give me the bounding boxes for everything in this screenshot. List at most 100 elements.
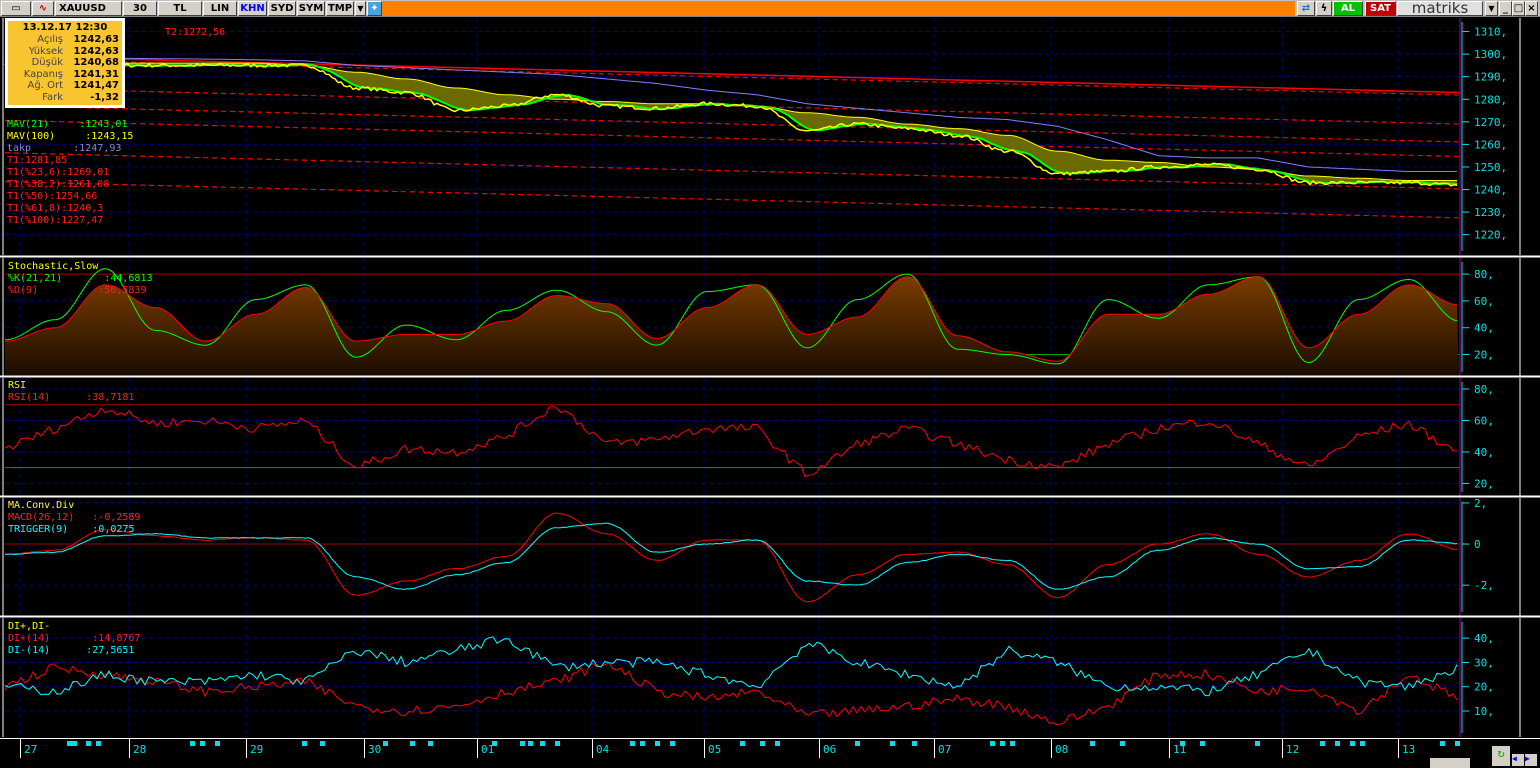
info-label: Kapanış xyxy=(23,68,63,80)
day-tick xyxy=(1398,739,1399,758)
scroll-right-icon[interactable]: ▶ xyxy=(1525,754,1537,766)
axis-tick-label: 1260, xyxy=(1474,138,1507,151)
t1-100-label: T1(%100):1227,47 xyxy=(7,215,104,226)
day-tick xyxy=(1051,739,1052,758)
stoch-title: Stochastic,Slow xyxy=(8,261,99,272)
ohlc-info-box: 13.12.17 12:30 Açılış 1242,63 Yüksek 1242,63… xyxy=(5,18,125,108)
session-marker xyxy=(1350,741,1355,746)
day-tick xyxy=(934,739,935,758)
mav100-label: MAV(100) :1243,15 xyxy=(7,131,134,142)
horizontal-scrollbar[interactable] xyxy=(1430,758,1470,768)
session-marker xyxy=(96,741,101,746)
tmp-button[interactable]: TMP xyxy=(326,1,354,16)
rsi-title: RSI xyxy=(8,380,27,391)
session-marker xyxy=(190,741,195,746)
sym-button[interactable]: SYM xyxy=(297,1,325,16)
session-marker xyxy=(1120,741,1125,746)
axis-tick-label: 20, xyxy=(1474,349,1494,362)
symbol-field[interactable]: XAUUSD xyxy=(55,1,122,16)
day-label: 01 xyxy=(481,743,495,756)
stoch-area-fill xyxy=(5,276,1459,376)
axis-tick-label: 2, xyxy=(1474,497,1487,510)
scale-button[interactable]: LIN xyxy=(203,1,237,16)
info-label: Fark xyxy=(42,91,63,103)
takp-line xyxy=(5,57,1457,172)
info-value: 1242,63 xyxy=(73,34,119,45)
axis-tick-label: 80, xyxy=(1474,268,1494,281)
di-title: DI+,DI- xyxy=(8,621,51,632)
info-value: 1240,68 xyxy=(73,57,119,68)
session-marker xyxy=(990,741,995,746)
info-row: Fark -1,32 xyxy=(11,92,119,104)
minimize-icon[interactable]: _ xyxy=(1499,1,1512,16)
axis-tick-label: 40, xyxy=(1474,632,1494,645)
close-price-line xyxy=(4,60,1458,187)
refresh-icon[interactable]: ⇄ xyxy=(1297,1,1315,16)
session-marker xyxy=(1200,741,1205,746)
di-minus-label: DI-(14) :27,5651 xyxy=(8,645,135,656)
day-tick xyxy=(477,739,478,758)
info-value: 1241,31 xyxy=(73,68,119,80)
day-label: 05 xyxy=(708,743,722,756)
day-label: 30 xyxy=(368,743,382,756)
session-marker xyxy=(670,741,675,746)
price-legend: MAV(21) :1243,01 MAV(100) :1243,15 takp :1… xyxy=(7,119,133,227)
session-marker xyxy=(67,741,72,746)
indicator-icon[interactable]: ∿ xyxy=(32,1,54,16)
axis-tick-label: 1310, xyxy=(1474,26,1507,39)
period-button[interactable]: 30 xyxy=(123,1,157,16)
status-bar: ↻ ◀ ▶ xyxy=(0,746,1540,768)
dropdown-icon[interactable]: ▼ xyxy=(355,1,366,16)
scroll-left-icon[interactable]: ◀ xyxy=(1512,754,1524,766)
macd-line xyxy=(4,512,1458,603)
day-tick xyxy=(364,739,365,758)
t1-label: T1:1281,85 xyxy=(7,155,68,166)
di-plus-line xyxy=(4,662,1458,726)
close-icon[interactable]: × xyxy=(1525,1,1538,16)
takp-label: takp :1247,93 xyxy=(7,143,122,154)
session-marker xyxy=(320,741,325,746)
refresh-chart-icon[interactable]: ↻ xyxy=(1492,746,1510,766)
axis-tick-label: 80, xyxy=(1474,383,1494,396)
session-marker xyxy=(540,741,545,746)
session-marker xyxy=(520,741,525,746)
stoch-d-line xyxy=(4,276,1458,362)
info-value: 1241,47 xyxy=(73,80,119,91)
di-plus-label: DI+(14) :14,8767 xyxy=(8,633,141,644)
trigger-line xyxy=(4,522,1458,590)
session-marker xyxy=(1000,741,1005,746)
session-marker xyxy=(528,741,533,746)
axis-tick-label: 40, xyxy=(1474,446,1494,459)
axis-tick-label: 1240, xyxy=(1474,184,1507,197)
session-marker xyxy=(72,741,77,746)
day-tick xyxy=(592,739,593,758)
session-marker xyxy=(555,741,560,746)
day-label: 11 xyxy=(1173,743,1187,756)
khn-button[interactable]: KHN xyxy=(238,1,267,16)
day-tick xyxy=(246,739,247,758)
session-marker xyxy=(855,741,860,746)
info-label: Ağ. Ort xyxy=(27,80,63,91)
lightning-icon[interactable]: ϟ xyxy=(1316,1,1332,16)
sell-button[interactable]: SAT xyxy=(1365,1,1396,16)
chart-area[interactable]: 1310, 1300, 1290, 1280, 1270, 1260, 1250, 1240,… xyxy=(0,18,1540,738)
maximize-icon[interactable]: □ xyxy=(1512,1,1525,16)
chart-type-icon[interactable]: ▭ xyxy=(1,1,31,16)
axis-tick-label: 1280, xyxy=(1474,93,1507,106)
info-row: Yüksek 1242,63 xyxy=(11,46,119,58)
session-marker xyxy=(86,741,91,746)
day-label: 28 xyxy=(133,743,147,756)
axis-tick-label: -2, xyxy=(1474,579,1494,592)
session-marker xyxy=(1180,741,1185,746)
currency-button[interactable]: TL xyxy=(158,1,202,16)
twitter-icon[interactable]: ✦ xyxy=(367,1,382,16)
syd-button[interactable]: SYD xyxy=(268,1,296,16)
t2-label: T2:1272,56 xyxy=(165,27,226,38)
day-tick xyxy=(129,739,130,758)
session-marker xyxy=(1455,741,1460,746)
day-label: 29 xyxy=(250,743,264,756)
buy-button[interactable]: AL xyxy=(1333,1,1363,16)
axis-tick-label: 30, xyxy=(1474,656,1494,669)
menu-dropdown-icon[interactable]: ▼ xyxy=(1485,1,1498,16)
axis-tick-label: 1220, xyxy=(1474,229,1507,242)
